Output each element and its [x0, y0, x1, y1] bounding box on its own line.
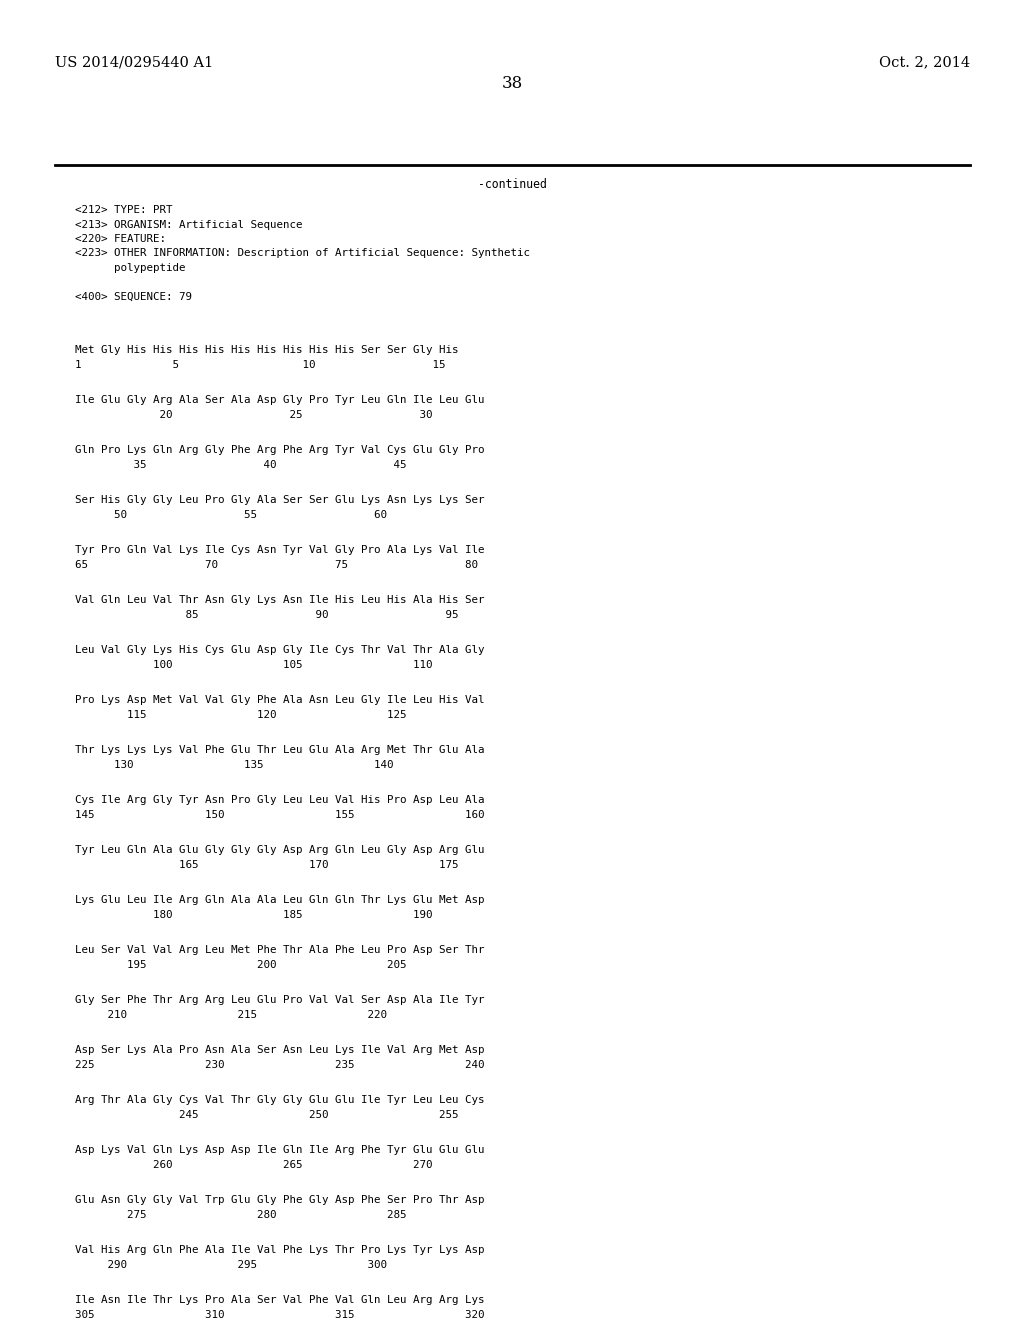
- Text: 260                 265                 270: 260 265 270: [75, 1160, 432, 1170]
- Text: Pro Lys Asp Met Val Val Gly Phe Ala Asn Leu Gly Ile Leu His Val: Pro Lys Asp Met Val Val Gly Phe Ala Asn …: [75, 696, 484, 705]
- Text: Leu Ser Val Val Arg Leu Met Phe Thr Ala Phe Leu Pro Asp Ser Thr: Leu Ser Val Val Arg Leu Met Phe Thr Ala …: [75, 945, 484, 954]
- Text: 20                  25                  30: 20 25 30: [75, 411, 432, 420]
- Text: 165                 170                 175: 165 170 175: [75, 861, 459, 870]
- Text: 145                 150                 155                 160: 145 150 155 160: [75, 810, 484, 820]
- Text: Leu Val Gly Lys His Cys Glu Asp Gly Ile Cys Thr Val Thr Ala Gly: Leu Val Gly Lys His Cys Glu Asp Gly Ile …: [75, 645, 484, 655]
- Text: 50                  55                  60: 50 55 60: [75, 510, 387, 520]
- Text: polypeptide: polypeptide: [75, 263, 185, 273]
- Text: Tyr Leu Gln Ala Glu Gly Gly Gly Asp Arg Gln Leu Gly Asp Arg Glu: Tyr Leu Gln Ala Glu Gly Gly Gly Asp Arg …: [75, 845, 484, 855]
- Text: Arg Thr Ala Gly Cys Val Thr Gly Gly Glu Glu Ile Tyr Leu Leu Cys: Arg Thr Ala Gly Cys Val Thr Gly Gly Glu …: [75, 1096, 484, 1105]
- Text: 195                 200                 205: 195 200 205: [75, 960, 407, 970]
- Text: 245                 250                 255: 245 250 255: [75, 1110, 459, 1119]
- Text: <213> ORGANISM: Artificial Sequence: <213> ORGANISM: Artificial Sequence: [75, 219, 302, 230]
- Text: Cys Ile Arg Gly Tyr Asn Pro Gly Leu Leu Val His Pro Asp Leu Ala: Cys Ile Arg Gly Tyr Asn Pro Gly Leu Leu …: [75, 795, 484, 805]
- Text: Asp Ser Lys Ala Pro Asn Ala Ser Asn Leu Lys Ile Val Arg Met Asp: Asp Ser Lys Ala Pro Asn Ala Ser Asn Leu …: [75, 1045, 484, 1055]
- Text: Oct. 2, 2014: Oct. 2, 2014: [879, 55, 970, 69]
- Text: 305                 310                 315                 320: 305 310 315 320: [75, 1309, 484, 1320]
- Text: Lys Glu Leu Ile Arg Gln Ala Ala Leu Gln Gln Thr Lys Glu Met Asp: Lys Glu Leu Ile Arg Gln Ala Ala Leu Gln …: [75, 895, 484, 906]
- Text: <212> TYPE: PRT: <212> TYPE: PRT: [75, 205, 172, 215]
- Text: 100                 105                 110: 100 105 110: [75, 660, 432, 671]
- Text: 38: 38: [502, 75, 522, 92]
- Text: Thr Lys Lys Lys Val Phe Glu Thr Leu Glu Ala Arg Met Thr Glu Ala: Thr Lys Lys Lys Val Phe Glu Thr Leu Glu …: [75, 744, 484, 755]
- Text: -continued: -continued: [477, 178, 547, 191]
- Text: 275                 280                 285: 275 280 285: [75, 1210, 407, 1220]
- Text: Val His Arg Gln Phe Ala Ile Val Phe Lys Thr Pro Lys Tyr Lys Asp: Val His Arg Gln Phe Ala Ile Val Phe Lys …: [75, 1245, 484, 1255]
- Text: 180                 185                 190: 180 185 190: [75, 909, 432, 920]
- Text: Asp Lys Val Gln Lys Asp Asp Ile Gln Ile Arg Phe Tyr Glu Glu Glu: Asp Lys Val Gln Lys Asp Asp Ile Gln Ile …: [75, 1144, 484, 1155]
- Text: <400> SEQUENCE: 79: <400> SEQUENCE: 79: [75, 292, 193, 302]
- Text: Glu Asn Gly Gly Val Trp Glu Gly Phe Gly Asp Phe Ser Pro Thr Asp: Glu Asn Gly Gly Val Trp Glu Gly Phe Gly …: [75, 1195, 484, 1205]
- Text: 225                 230                 235                 240: 225 230 235 240: [75, 1060, 484, 1071]
- Text: <223> OTHER INFORMATION: Description of Artificial Sequence: Synthetic: <223> OTHER INFORMATION: Description of …: [75, 248, 530, 259]
- Text: Gly Ser Phe Thr Arg Arg Leu Glu Pro Val Val Ser Asp Ala Ile Tyr: Gly Ser Phe Thr Arg Arg Leu Glu Pro Val …: [75, 995, 484, 1005]
- Text: 65                  70                  75                  80: 65 70 75 80: [75, 560, 478, 570]
- Text: 1              5                   10                  15: 1 5 10 15: [75, 360, 445, 370]
- Text: Gln Pro Lys Gln Arg Gly Phe Arg Phe Arg Tyr Val Cys Glu Gly Pro: Gln Pro Lys Gln Arg Gly Phe Arg Phe Arg …: [75, 445, 484, 455]
- Text: US 2014/0295440 A1: US 2014/0295440 A1: [55, 55, 213, 69]
- Text: 210                 215                 220: 210 215 220: [75, 1010, 387, 1020]
- Text: 115                 120                 125: 115 120 125: [75, 710, 407, 719]
- Text: 85                  90                  95: 85 90 95: [75, 610, 459, 620]
- Text: Ile Asn Ile Thr Lys Pro Ala Ser Val Phe Val Gln Leu Arg Arg Lys: Ile Asn Ile Thr Lys Pro Ala Ser Val Phe …: [75, 1295, 484, 1305]
- Text: Ile Glu Gly Arg Ala Ser Ala Asp Gly Pro Tyr Leu Gln Ile Leu Glu: Ile Glu Gly Arg Ala Ser Ala Asp Gly Pro …: [75, 395, 484, 405]
- Text: Val Gln Leu Val Thr Asn Gly Lys Asn Ile His Leu His Ala His Ser: Val Gln Leu Val Thr Asn Gly Lys Asn Ile …: [75, 595, 484, 605]
- Text: Ser His Gly Gly Leu Pro Gly Ala Ser Ser Glu Lys Asn Lys Lys Ser: Ser His Gly Gly Leu Pro Gly Ala Ser Ser …: [75, 495, 484, 506]
- Text: 290                 295                 300: 290 295 300: [75, 1261, 387, 1270]
- Text: 35                  40                  45: 35 40 45: [75, 459, 407, 470]
- Text: <220> FEATURE:: <220> FEATURE:: [75, 234, 166, 244]
- Text: Tyr Pro Gln Val Lys Ile Cys Asn Tyr Val Gly Pro Ala Lys Val Ile: Tyr Pro Gln Val Lys Ile Cys Asn Tyr Val …: [75, 545, 484, 554]
- Text: Met Gly His His His His His His His His His Ser Ser Gly His: Met Gly His His His His His His His His …: [75, 345, 459, 355]
- Text: 130                 135                 140: 130 135 140: [75, 760, 393, 770]
